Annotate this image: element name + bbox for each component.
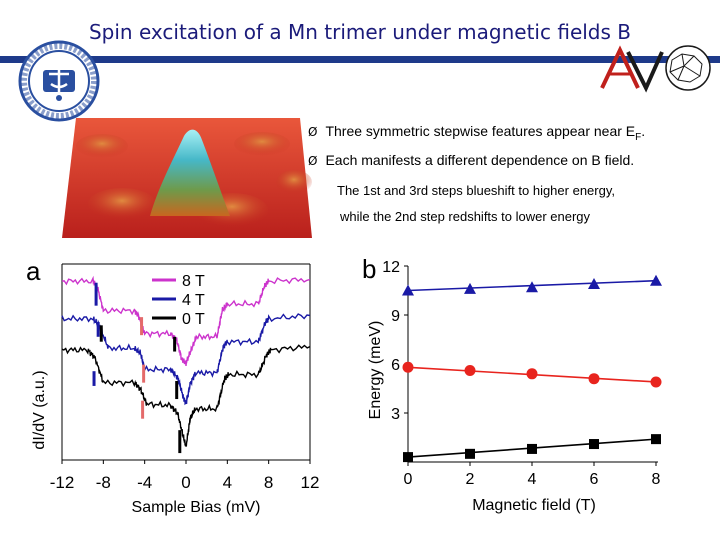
header-divider [0,56,720,63]
chart-b-point-step-3 [464,282,476,294]
chart-b-point-step-2 [402,361,414,373]
chart-a: a dI/dV (a.u.) 8 T 4 T 0 T -12 -8 -4 0 4 8 12 … [26,256,320,516]
chart-b-point-step-2 [650,376,662,388]
chart-b-x-tick-label: 2 [466,471,475,488]
chart-b-point-step-2 [526,368,538,380]
chart-b-point-step-1 [651,434,661,445]
chart-b-x-ticks: 0 2 4 6 8 [404,462,661,488]
chart-b-point-step-2 [588,373,600,385]
chart-b-point-step-1 [527,443,537,454]
chart-b-point-step-2 [464,365,476,377]
chart-a-x-tick-label: -8 [96,473,111,492]
fermi-subscript: F [635,131,642,143]
legend-label-4t: 4 T [182,292,205,309]
chart-b-point-step-1 [589,439,599,450]
chart-a-legend: 8 T 4 T 0 T [152,273,205,328]
chart-b-point-step-1 [403,452,413,463]
legend-label-0t: 0 T [182,311,205,328]
chart-b-x-tick-label: 8 [652,471,661,488]
bullet2-text: Each manifests a different dependence on… [325,152,635,168]
chart-b-ylabel: Energy (meV) [367,321,384,420]
chart-b-point-step-3 [588,277,600,289]
fullerene-logo-icon [600,45,711,93]
slide-title: Spin excitation of a Mn trimer under mag… [88,20,631,44]
bullet1-text: Three symmetric stepwise features appear… [325,123,636,139]
legend-label-8t: 8 T [182,273,205,290]
college-seal-icon [18,40,100,122]
chart-b-y-tick-label: 9 [391,308,400,325]
chart-b-x-tick-label: 4 [528,471,537,488]
chart-a-x-tick-label: 8 [264,473,273,492]
chart-b-y-tick-label: 3 [391,406,400,423]
chart-a-x-tick-label: 4 [223,473,232,492]
chart-a-x-tick-label: 12 [301,473,320,492]
chart-b-point-step-3 [650,274,662,286]
chart-a-x-tick-label: -4 [137,473,152,492]
arrow-bullet-icon: Ø [308,154,318,168]
bullet-three-steps: Ø Three symmetric stepwise features appea… [308,123,645,143]
chart-b-y-tick-label: 12 [382,259,400,276]
chart-b: b Energy (meV) 3 6 9 12 0 2 4 6 8 Magnetic fiel… [362,254,662,514]
bullet1-tail: . [641,123,646,139]
chart-b-x-tick-label: 6 [590,471,599,488]
chart-b-point-step-1 [465,448,475,459]
chart-a-series-4-t [61,313,311,406]
chart-b-xlabel: Magnetic field (T) [472,497,596,514]
chart-a-x-tick-label: -12 [50,473,75,492]
chart-a-series-8-t [61,275,311,366]
chart-b-series-group [402,274,662,463]
bullet-b-dependence: Ø Each manifests a different dependence o… [308,152,634,168]
stm-topography-image [62,118,312,238]
chart-a-series-group [61,275,311,447]
chart-b-point-step-3 [526,281,538,293]
chart-a-step-markers [92,282,182,454]
chart-a-xlabel: Sample Bias (mV) [132,499,261,516]
note-blueshift: The 1st and 3rd steps blueshift to highe… [337,183,615,198]
chart-b-point-step-3 [402,284,414,296]
chart-a-ylabel: dI/dV (a.u.) [31,370,48,449]
arrow-bullet-icon: Ø [308,125,318,139]
chart-b-x-tick-label: 0 [404,471,413,488]
chart-b-y-ticks: 3 6 9 12 [382,259,408,423]
chart-a-x-ticks: -12 -8 -4 0 4 8 12 [50,460,320,492]
chart-a-series-0-t [61,344,311,447]
note-redshift: while the 2nd step redshifts to lower en… [340,209,591,224]
panel-letter-a: a [26,256,41,286]
chart-b-y-tick-label: 6 [391,357,400,374]
panel-letter-b: b [362,254,376,284]
chart-a-x-tick-label: 0 [181,473,190,492]
